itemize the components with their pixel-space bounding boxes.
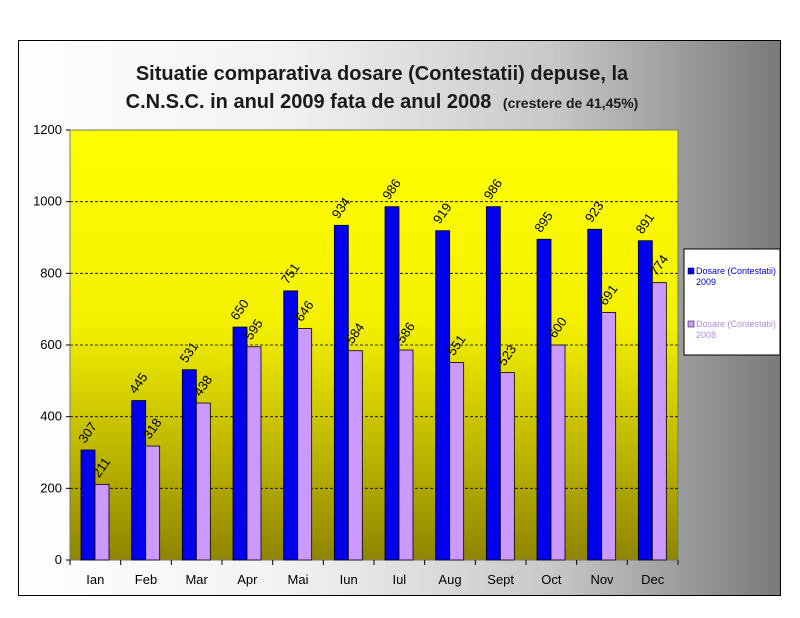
- x-tick-label: Sept: [487, 572, 514, 587]
- chart-frame: Situatie comparativa dosare (Contestatii…: [18, 40, 781, 596]
- bar-2008: [449, 362, 465, 561]
- legend-swatch-2009: [687, 267, 695, 275]
- x-tick-label: Aug: [438, 572, 461, 587]
- chart-title-line1: Situatie comparativa dosare (Contestatii…: [136, 63, 629, 85]
- bar-2008: [195, 402, 211, 561]
- legend-label-2009-line2: 2009: [696, 277, 716, 287]
- chart-title: Situatie comparativa dosare (Contestatii…: [126, 63, 639, 113]
- x-tick-label: Nov: [590, 572, 614, 587]
- x-tick-label: Feb: [135, 572, 157, 587]
- bar-2008: [601, 311, 617, 561]
- chart-title-line2: C.N.S.C. in anul 2009 fata de anul 2008 …: [126, 91, 639, 113]
- bar-2009: [384, 206, 400, 561]
- x-tick-label: Iul: [392, 572, 406, 587]
- bar-2009: [232, 326, 248, 561]
- x-tick-label: Ian: [86, 572, 104, 587]
- bar-2008: [297, 328, 313, 561]
- bar-2009: [485, 206, 501, 561]
- legend-label-2008-line2: 2008: [696, 330, 716, 340]
- chart-title-note: (crestere de 41,45%): [503, 95, 638, 111]
- legend-label-2008-line1: Dosare (Contestatii): [696, 319, 776, 329]
- bar-2008: [550, 344, 566, 561]
- y-tick-label: 1000: [33, 194, 62, 209]
- x-tick-label: Oct: [541, 572, 562, 587]
- bar-2009: [131, 400, 147, 561]
- chart-title-line2-main: C.N.S.C. in anul 2009 fata de anul 2008: [126, 91, 492, 113]
- bar-2009: [587, 228, 603, 561]
- y-tick-label: 0: [55, 552, 62, 567]
- x-tick-label: Dec: [641, 572, 665, 587]
- y-tick-label: 200: [40, 480, 62, 495]
- x-tick-label: Apr: [237, 572, 258, 587]
- bar-2008: [398, 349, 414, 561]
- bar-2009: [333, 224, 349, 561]
- legend-swatch-2008: [687, 320, 695, 328]
- x-tick-label: Mar: [185, 572, 208, 587]
- legend: Dosare (Contestatii) 2009 Dosare (Contes…: [683, 248, 781, 356]
- y-tick-label: 800: [40, 265, 62, 280]
- x-tick-label: Mai: [288, 572, 309, 587]
- bars: [80, 206, 667, 561]
- y-axis-ticks: 0 200 400 600 800 1000 1200: [33, 122, 70, 567]
- bar-2009: [536, 238, 552, 561]
- bar-2008: [347, 350, 363, 561]
- legend-box: [683, 248, 781, 356]
- bar-2008: [651, 282, 667, 561]
- gridlines: [70, 201, 678, 489]
- bar-2009: [435, 230, 451, 561]
- y-tick-label: 400: [40, 409, 62, 424]
- bar-2008: [499, 372, 515, 561]
- bar-2009: [283, 290, 299, 561]
- x-axis-ticks: Ian Feb Mar Apr Mai Iun Iul Aug Sept Oct Nov Dec: [69, 560, 679, 587]
- y-tick-label: 1200: [33, 122, 62, 137]
- x-tick-label: Iun: [340, 572, 358, 587]
- y-tick-label: 600: [40, 337, 62, 352]
- bar-2009: [181, 369, 197, 561]
- bar-2008: [145, 445, 161, 561]
- legend-label-2009-line1: Dosare (Contestatii): [696, 266, 776, 276]
- bar-chart: Situatie comparativa dosare (Contestatii…: [33, 63, 781, 587]
- bar-2009: [637, 240, 653, 561]
- bar-2008: [94, 483, 110, 561]
- bar-2008: [246, 346, 262, 561]
